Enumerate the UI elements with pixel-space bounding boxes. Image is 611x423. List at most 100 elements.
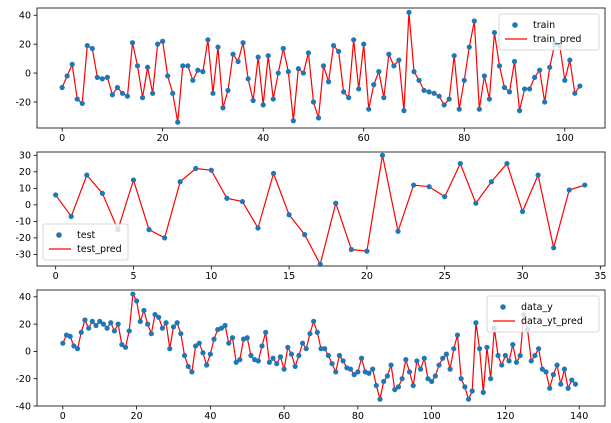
data-point-test	[551, 245, 557, 251]
data-point-data_y	[502, 352, 509, 359]
subplot-test: 0 5 10 15 20 25 30 35 -30 -20 -10 0 10 20 30 test test_p…	[15, 151, 606, 282]
data-point-train	[215, 44, 221, 50]
data-point-train	[537, 67, 543, 73]
data-point-data_y	[292, 363, 298, 370]
x-tick-label: 20	[361, 271, 373, 282]
data-point-train	[542, 99, 548, 105]
data-point-data_y	[536, 346, 542, 352]
data-point-data_y	[104, 325, 110, 331]
data-point-data_y	[133, 298, 140, 304]
data-point-test	[488, 179, 494, 185]
data-point-train	[205, 37, 211, 43]
data-point-test	[379, 152, 386, 158]
data-point-data_y	[86, 325, 92, 331]
data-point-train	[481, 73, 487, 79]
data-point-data_y	[137, 318, 143, 324]
data-point-data_y	[237, 357, 243, 363]
x-tick-label: 20	[131, 411, 143, 422]
data-point-train	[376, 69, 382, 75]
data-point-train	[406, 9, 412, 15]
data-point-data_y	[277, 354, 284, 360]
data-point-data_y	[513, 359, 520, 365]
data-point-train	[516, 108, 523, 114]
data-point-data_y	[469, 388, 475, 394]
data-point-data_y	[395, 384, 402, 390]
data-point-train	[491, 29, 498, 36]
data-point-train	[446, 96, 452, 102]
data-point-data_y	[185, 363, 191, 370]
data-point-test	[286, 212, 292, 218]
data-point-data_y	[432, 373, 438, 379]
data-point-train	[310, 99, 317, 105]
data-point-train	[451, 53, 457, 59]
data-point-data_y	[336, 352, 343, 359]
y-tick-label: 40	[19, 292, 31, 303]
data-point-train	[195, 67, 201, 73]
data-point-test	[442, 194, 448, 200]
data-point-test	[348, 246, 354, 253]
data-point-data_y	[71, 343, 77, 349]
x-tick-label: 15	[283, 271, 295, 282]
data-point-data_y	[285, 344, 291, 350]
data-point-data_y	[89, 318, 95, 324]
data-point-data_y	[67, 333, 73, 339]
data-point-data_y	[174, 320, 180, 326]
x-tick-label: 80	[458, 133, 470, 144]
data-point-train	[381, 95, 387, 101]
data-point-data_y	[281, 366, 287, 372]
y-tick-label: -30	[15, 250, 31, 261]
data-point-train	[235, 58, 241, 65]
data-point-test	[146, 227, 152, 233]
data-point-data_y	[196, 340, 202, 346]
data-point-train	[119, 90, 126, 96]
data-point-train	[532, 74, 538, 80]
y-tick-label: -40	[15, 401, 31, 412]
data-point-train	[99, 76, 105, 82]
data-point-data_y	[480, 389, 486, 395]
data-point-data_y	[329, 361, 335, 367]
x-tick-label: 30	[516, 271, 528, 282]
data-point-data_y	[244, 335, 250, 341]
data-point-train	[401, 108, 407, 114]
data-point-data_y	[222, 322, 228, 329]
data-point-data_y	[462, 384, 468, 390]
data-point-train	[386, 51, 392, 57]
data-point-data_y	[473, 320, 479, 326]
data-point-test	[317, 261, 323, 267]
data-point-data_y	[318, 346, 324, 352]
x-tick-label: 60	[278, 411, 290, 422]
data-point-train	[230, 51, 236, 57]
data-point-train	[109, 92, 115, 98]
data-point-train	[240, 40, 246, 46]
data-point-train	[220, 105, 226, 111]
data-point-train	[114, 84, 121, 91]
legend-label-line: train_pred	[533, 34, 581, 45]
data-point-data_y	[296, 352, 302, 359]
data-point-data_y	[325, 352, 331, 359]
data-point-data_y	[392, 387, 398, 393]
data-point-train	[496, 63, 503, 69]
y-tick-label: 30	[19, 151, 31, 162]
data-point-data_y	[141, 307, 147, 314]
x-tick-label: 60	[358, 133, 370, 144]
data-point-test	[255, 225, 261, 231]
legend: train train_pred	[498, 13, 600, 51]
data-point-train	[89, 45, 95, 52]
data-point-test	[504, 160, 510, 167]
data-point-data_y	[436, 362, 442, 368]
data-point-train	[285, 69, 291, 75]
data-point-train	[396, 57, 402, 63]
data-point-data_y	[528, 358, 534, 364]
subplot-train: 0 20 40 60 80 100 -20 0 20 40 train train_pred	[15, 7, 606, 144]
data-point-test	[130, 177, 137, 183]
x-tick-label: 40	[257, 133, 269, 144]
data-point-train	[64, 73, 70, 79]
data-point-data_y	[200, 350, 206, 356]
data-point-data_y	[181, 352, 188, 359]
data-point-data_y	[322, 346, 328, 352]
x-tick-label: 120	[496, 411, 514, 422]
data-point-train	[411, 69, 417, 75]
data-point-train	[265, 53, 271, 59]
y-tick-label: -10	[15, 217, 31, 228]
data-point-train	[170, 90, 176, 96]
